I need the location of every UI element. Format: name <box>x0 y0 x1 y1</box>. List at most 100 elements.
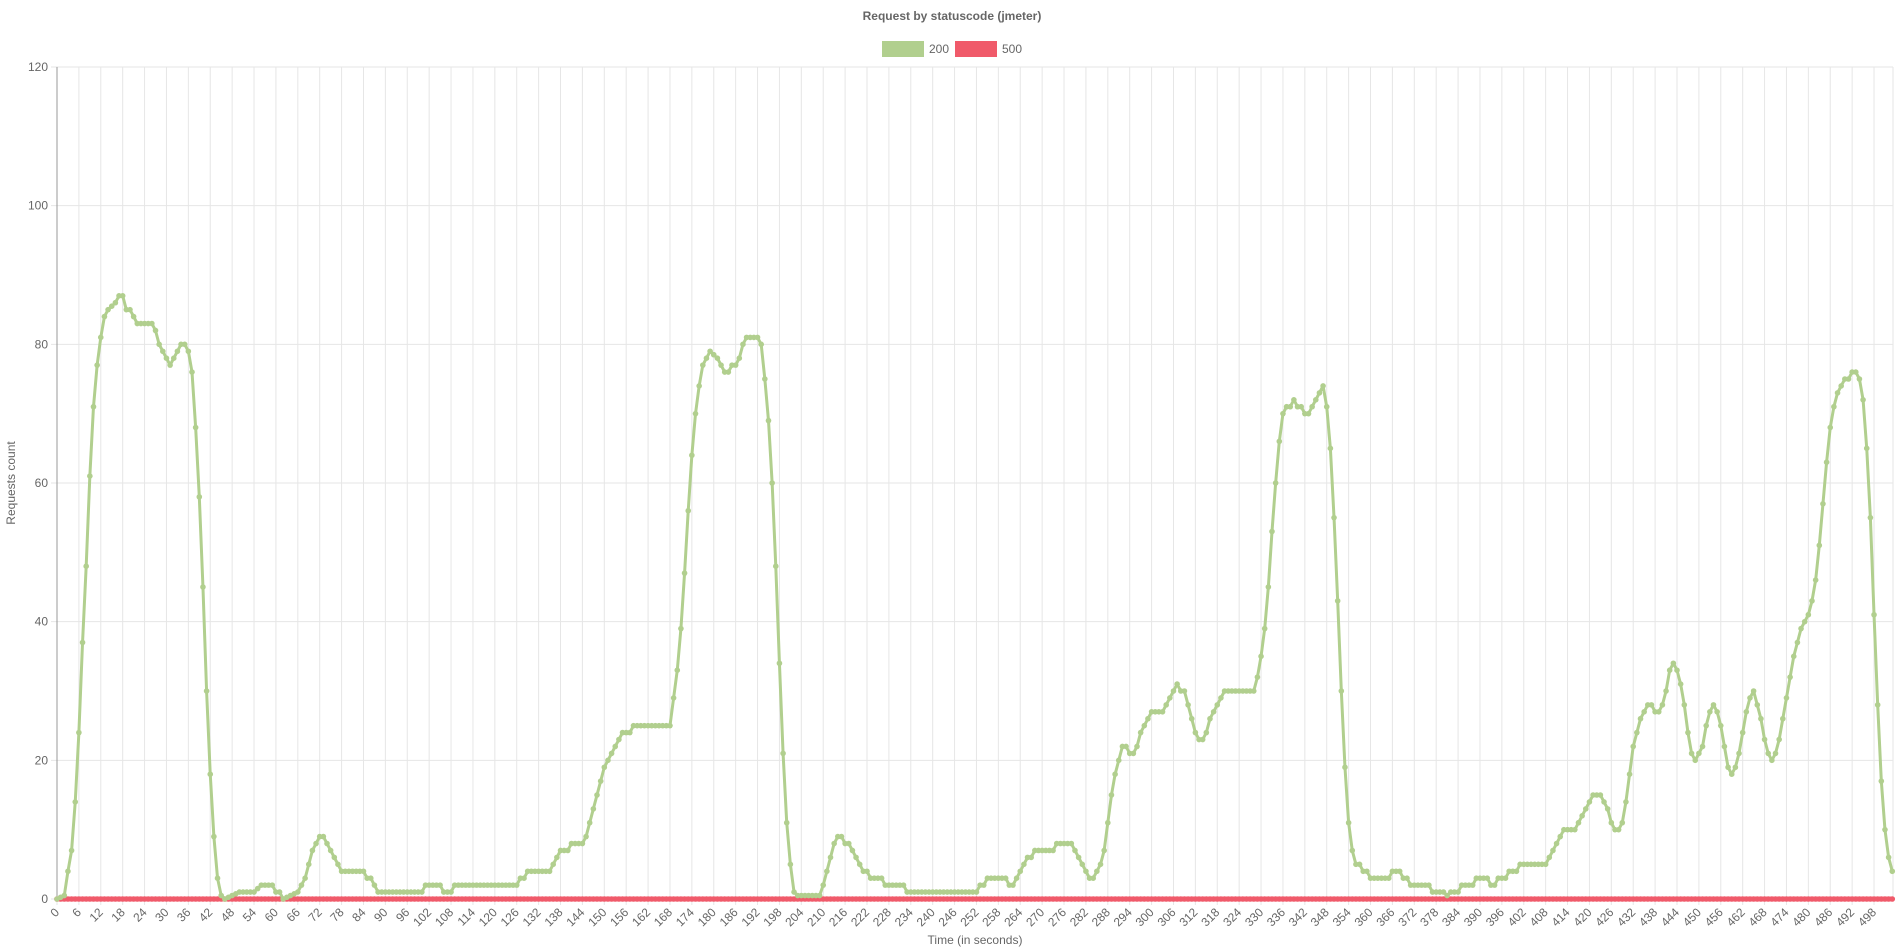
data-point-200 <box>1323 403 1330 410</box>
data-point-200 <box>740 341 746 348</box>
data-point-200 <box>1623 799 1629 805</box>
x-tick-label: 498 <box>1855 905 1879 929</box>
data-point-200 <box>1761 736 1768 743</box>
data-point-200 <box>1852 369 1859 375</box>
data-point-200 <box>68 847 75 854</box>
data-point-200 <box>1681 702 1688 708</box>
data-point-200 <box>1002 875 1009 881</box>
data-point-200 <box>1112 771 1118 777</box>
data-point-200 <box>1608 819 1615 826</box>
data-point-200 <box>685 507 692 514</box>
data-point-200 <box>1641 709 1647 715</box>
data-point-200 <box>1553 840 1560 847</box>
data-point-200 <box>820 882 827 888</box>
data-point-200 <box>550 861 557 868</box>
data-point-200 <box>670 695 677 701</box>
data-point-200 <box>791 889 797 895</box>
data-point-200 <box>1725 764 1731 771</box>
x-tick-label: 426 <box>1592 905 1616 929</box>
data-point-200 <box>1801 618 1808 625</box>
data-point-200 <box>1542 861 1549 868</box>
data-point-200 <box>1261 625 1268 632</box>
data-point-200 <box>1090 875 1097 881</box>
data-point-200 <box>827 854 834 861</box>
data-point-200 <box>1831 403 1837 410</box>
x-tick-label: 354 <box>1330 905 1354 929</box>
data-point-200 <box>320 833 327 840</box>
legend-item-500[interactable]: 500 <box>955 41 1022 57</box>
x-axis-title: Time (in seconds) <box>928 933 1023 947</box>
data-point-200 <box>1579 813 1585 819</box>
data-point-200 <box>1634 729 1640 736</box>
data-point-200 <box>1287 403 1294 410</box>
data-point-200 <box>1809 598 1815 604</box>
data-point-200 <box>521 875 527 881</box>
y-tick-label: 0 <box>41 892 48 906</box>
data-point-200 <box>94 362 100 368</box>
x-tick-label: 402 <box>1505 905 1529 929</box>
x-tick-label: 138 <box>542 905 566 929</box>
data-point-200 <box>612 743 619 750</box>
data-point-200 <box>1743 709 1750 715</box>
data-point-200 <box>65 868 71 875</box>
data-point-200 <box>119 293 126 299</box>
data-point-200 <box>218 892 224 899</box>
data-point-200 <box>1812 577 1819 583</box>
data-point-200 <box>681 570 688 576</box>
data-point-200 <box>780 750 786 757</box>
data-point-200 <box>1885 854 1892 861</box>
x-tick-label: 324 <box>1220 905 1244 929</box>
data-point-200 <box>1648 702 1655 708</box>
x-tick-label: 90 <box>371 905 391 925</box>
x-tick-label: 294 <box>1111 905 1135 929</box>
y-tick-label: 60 <box>35 476 49 490</box>
data-point-200 <box>1272 480 1279 486</box>
data-point-200 <box>725 369 732 375</box>
data-point-200 <box>1203 729 1210 736</box>
data-point-200 <box>601 764 608 771</box>
data-point-200 <box>1159 709 1166 715</box>
x-tick-label: 264 <box>1001 905 1025 929</box>
data-point-200 <box>83 563 89 569</box>
data-point-200 <box>1207 715 1213 722</box>
x-tick-label: 492 <box>1833 905 1857 929</box>
data-point-200 <box>269 882 276 888</box>
x-tick-label: 486 <box>1811 905 1835 929</box>
x-tick-label: 144 <box>563 905 587 929</box>
data-point-200 <box>1469 882 1476 888</box>
data-point-200 <box>1630 743 1637 750</box>
data-point-200 <box>1765 750 1772 757</box>
data-point-200 <box>1874 702 1881 708</box>
data-point-200 <box>87 473 93 479</box>
data-point-200 <box>1783 695 1790 701</box>
data-point-200 <box>1068 840 1075 847</box>
data-point-200 <box>816 892 823 899</box>
x-tick-label: 288 <box>1089 905 1113 929</box>
legend-swatch-500 <box>955 41 997 57</box>
y-tick-label: 80 <box>35 337 49 351</box>
data-point-200 <box>1703 722 1709 729</box>
data-point-200 <box>1141 722 1148 729</box>
x-tick-label: 222 <box>848 905 872 929</box>
data-point-200 <box>1816 542 1823 549</box>
data-point-200 <box>707 348 713 355</box>
data-point-200 <box>1312 397 1319 403</box>
x-tick-label: 228 <box>870 905 894 929</box>
data-point-200 <box>324 840 330 847</box>
legend-item-200[interactable]: 200 <box>881 41 949 57</box>
data-point-200 <box>1316 390 1323 396</box>
data-point-200 <box>1677 681 1684 687</box>
data-point-200 <box>251 889 257 895</box>
x-tick-label: 132 <box>520 905 544 929</box>
data-point-200 <box>824 868 830 875</box>
data-point-200 <box>1754 702 1761 708</box>
x-tick-label: 300 <box>1133 905 1157 929</box>
x-tick-label: 30 <box>152 905 172 925</box>
data-point-500 <box>1889 896 1896 902</box>
data-point-200 <box>776 660 783 667</box>
data-point-200 <box>1871 611 1877 618</box>
data-point-200 <box>1291 397 1297 403</box>
data-point-200 <box>1750 688 1757 694</box>
data-point-200 <box>594 792 600 798</box>
